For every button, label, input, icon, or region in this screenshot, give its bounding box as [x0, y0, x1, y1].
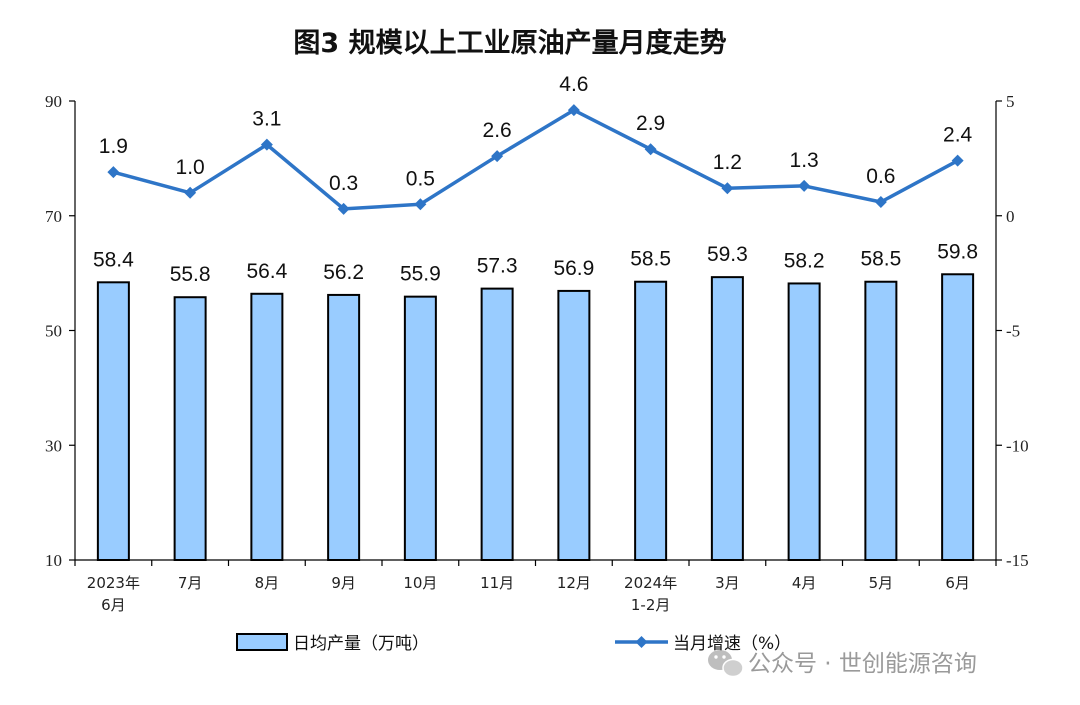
legend-bar-label: 日均产量（万吨） — [293, 634, 429, 654]
watermark-text: 公众号 · 世创能源咨询 — [748, 651, 977, 677]
bar-data-label: 58.5 — [860, 248, 901, 271]
bar — [250, 292, 284, 561]
bar — [173, 296, 207, 561]
bar — [480, 287, 514, 561]
bar-data-label: 58.5 — [630, 248, 671, 271]
bar-data-label: 55.8 — [170, 263, 211, 286]
line-data-label: 0.6 — [866, 165, 895, 188]
line-point — [874, 195, 887, 208]
line-data-label: 3.1 — [252, 108, 281, 131]
category-label: 3月 — [715, 574, 740, 592]
line-data-label: 0.5 — [406, 167, 435, 190]
legend: 日均产量（万吨） 当月增速（%） — [236, 633, 791, 654]
bar-data-label: 58.2 — [784, 249, 825, 272]
bar-data-label: 59.3 — [707, 243, 748, 266]
legend-line-label: 当月增速（%） — [673, 634, 791, 654]
bar — [557, 289, 591, 561]
category-label: 12月 — [557, 574, 591, 592]
category-label: 9月 — [331, 574, 356, 592]
line-point — [337, 202, 350, 215]
category-label: 4月 — [792, 574, 817, 592]
line-data-label: 2.9 — [636, 112, 665, 135]
y-left-tick-label: 70 — [45, 207, 62, 226]
line-data-label: 0.3 — [329, 172, 358, 195]
bar — [864, 280, 898, 561]
bar — [327, 293, 361, 561]
line-point — [567, 104, 580, 117]
category-label: 11月 — [480, 574, 514, 592]
category-label: 7月 — [178, 574, 203, 592]
bar — [96, 281, 130, 561]
category-label: 2023年 — [87, 574, 140, 592]
bar-data-label: 57.3 — [477, 255, 518, 278]
axes: 10 30 50 70 90 -15 -10 -5 0 5 — [45, 92, 1029, 570]
legend-bar-swatch — [236, 633, 288, 651]
watermark: 公众号 · 世创能源咨询 — [708, 650, 977, 678]
bar — [710, 276, 744, 561]
chart-title: 图3 规模以上工业原油产量月度走势 — [293, 27, 726, 59]
line-point — [644, 143, 657, 156]
wechat-icon — [708, 650, 744, 678]
bar-data-label: 59.8 — [937, 240, 978, 263]
y-left-tick-label: 10 — [45, 551, 62, 570]
y-left-tick-label: 90 — [45, 92, 62, 111]
bar-data-label: 56.4 — [246, 260, 287, 283]
line-data-label: 1.9 — [99, 135, 128, 158]
category-labels: 2023年 6月 7月 8月 9月 10月 11月 12月 2024年 1-2月 3月 4月 5月 6月 — [87, 574, 970, 614]
bar-data-label: 55.9 — [400, 263, 441, 286]
bar-data-label: 56.9 — [553, 257, 594, 280]
line-data-label: 2.6 — [483, 119, 512, 142]
line-point — [184, 186, 197, 199]
category-label: 6月 — [945, 574, 970, 592]
bar — [634, 280, 668, 561]
line-data-label: 1.2 — [713, 151, 742, 174]
y-left-tick-label: 50 — [45, 322, 62, 341]
legend-line-marker — [635, 636, 648, 648]
y-right-tick-label: -5 — [1006, 322, 1020, 341]
y-right-tick-label: 5 — [1006, 92, 1015, 111]
line-point — [260, 138, 273, 151]
bar — [787, 282, 821, 561]
line-point — [951, 154, 964, 167]
line-data-label: 4.6 — [559, 73, 588, 96]
y-right-tick-label: -15 — [1006, 551, 1029, 570]
bar-series: 58.4 55.8 56.4 56.2 55.9 57.3 56.9 58.5 59.3 58.2… — [93, 240, 978, 561]
line-point — [798, 179, 811, 192]
bar-data-label: 56.2 — [323, 261, 364, 284]
line-data-label: 1.0 — [176, 156, 205, 179]
bar-data-label: 58.4 — [93, 248, 134, 271]
category-label: 2024年 — [624, 574, 677, 592]
y-right-tick-label: 0 — [1006, 207, 1015, 226]
bar — [403, 295, 437, 561]
line-series: 1.9 1.0 3.1 0.3 0.5 2.6 4.6 2.9 1.2 1.3 0.6 2.4 — [99, 73, 973, 215]
category-label: 10月 — [403, 574, 437, 592]
y-right-tick-label: -10 — [1006, 436, 1029, 455]
category-label: 5月 — [869, 574, 894, 592]
line-point — [721, 182, 734, 195]
line-data-label: 1.3 — [790, 149, 819, 172]
line-point — [414, 198, 427, 211]
line-path — [112, 108, 959, 211]
y-left-tick-label: 30 — [45, 436, 62, 455]
line-point — [491, 150, 504, 163]
category-label: 1-2月 — [631, 596, 671, 614]
line-data-label: 2.4 — [943, 124, 973, 147]
line-point — [107, 166, 120, 179]
bar — [941, 273, 975, 561]
category-label: 8月 — [255, 574, 280, 592]
category-label: 6月 — [101, 596, 126, 614]
